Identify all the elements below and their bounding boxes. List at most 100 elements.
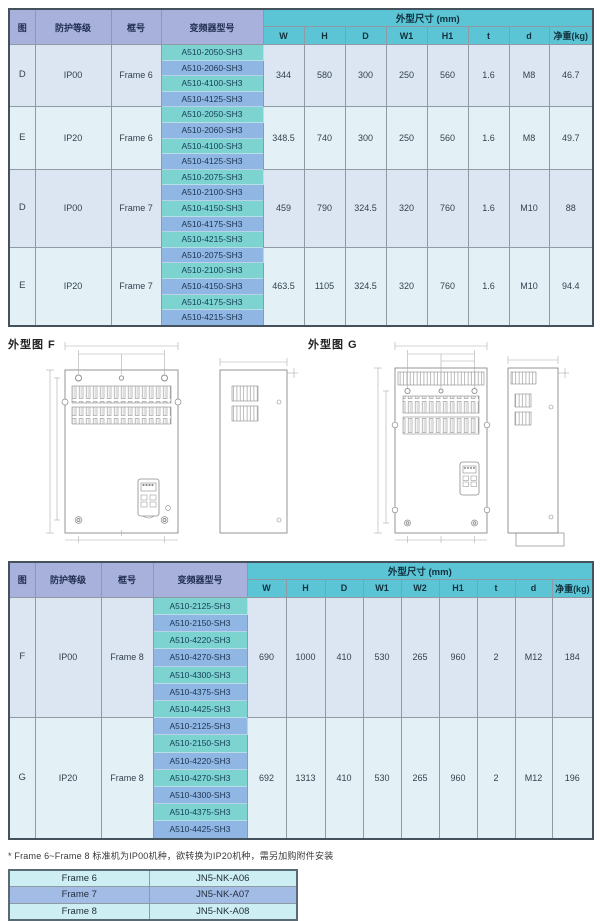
- accessory-part-number-cell: JN5-NK-A06: [148, 869, 298, 888]
- model-cell: A510-2125-SH3: [152, 596, 248, 615]
- column-header: 框号: [110, 8, 162, 45]
- dimension-value-cell: 580: [303, 43, 346, 108]
- figure-cell: E: [8, 246, 36, 327]
- model-cell: A510-2050-SH3: [160, 106, 264, 123]
- outline-drawings-section: 外型图 F 外型图 G: [8, 332, 592, 554]
- column-header: 防护等级: [34, 561, 102, 598]
- table-row: A510-4100-SH3: [9, 137, 593, 155]
- model-cell: A510-2075-SH3: [160, 168, 264, 186]
- figure-cell: F: [8, 596, 36, 719]
- table-row: A510-4215-SH3: [9, 309, 593, 327]
- dimension-value-cell: 560: [426, 106, 469, 170]
- table-row: A510-2100-SH3: [9, 262, 593, 279]
- dimension-value-cell: 1.6: [467, 106, 510, 170]
- model-cell: A510-4175-SH3: [160, 215, 264, 233]
- dimensions-header: 外型尺寸 (mm): [262, 8, 594, 27]
- protection-rating-cell: IP20: [34, 717, 102, 840]
- model-cell: A510-4125-SH3: [160, 153, 264, 170]
- frame-number-cell: Frame 7: [110, 168, 162, 248]
- accessory-row: Frame 7 JN5-NK-A07: [8, 886, 298, 904]
- dimension-value-cell: 320: [385, 246, 428, 327]
- footnote: * Frame 6~Frame 8 标准机为IP00机种，欲转换为IP20机种，…: [8, 850, 334, 861]
- protection-rating-cell: IP20: [34, 246, 112, 327]
- protection-rating-cell: IP20: [34, 106, 112, 170]
- dimension-value-cell: 324.5: [344, 168, 387, 248]
- dimension-column-header: W1: [362, 578, 402, 598]
- table-row: A510-4425-SH3: [9, 820, 593, 840]
- table-row: D IP00 Frame 7 A510-2075-SH3 459 790 324.5 320 7…: [8, 168, 594, 248]
- dimension-value-cell: 760: [426, 246, 469, 327]
- model-cell: A510-4425-SH3: [152, 820, 248, 840]
- model-cell: A510-4300-SH3: [152, 785, 248, 805]
- model-cell: A510-4100-SH3: [160, 75, 264, 92]
- model-cell: A510-2150-SH3: [152, 734, 248, 753]
- dimension-value-cell: 250: [385, 106, 428, 170]
- dimension-value-cell: 1000: [285, 596, 326, 719]
- outline-drawings-figure: [46, 341, 569, 547]
- model-cell: A510-4375-SH3: [152, 682, 248, 701]
- table-row: A510-4220-SH3: [9, 751, 593, 770]
- dimension-value-cell: 184: [551, 596, 594, 719]
- dimension-column-header: t: [476, 578, 516, 598]
- model-cell: A510-2100-SH3: [160, 262, 264, 279]
- figure-g-keypad: [459, 461, 480, 496]
- dimension-value-cell: 1105: [303, 246, 346, 327]
- dimension-value-cell: 1.6: [467, 246, 510, 327]
- model-cell: A510-4300-SH3: [152, 665, 248, 684]
- table-row: A510-4270-SH3: [9, 648, 593, 667]
- dimension-value-cell: 740: [303, 106, 346, 170]
- dimension-value-cell: 300: [344, 106, 387, 170]
- model-cell: A510-2150-SH3: [152, 613, 248, 633]
- dimension-value-cell: 94.4: [548, 246, 594, 327]
- model-cell: A510-2060-SH3: [160, 121, 264, 139]
- table-row: A510-2150-SH3: [9, 734, 593, 753]
- dimension-value-cell: 344: [262, 43, 305, 108]
- dimension-value-cell: 2: [476, 717, 516, 840]
- table-row: A510-4300-SH3: [9, 785, 593, 805]
- dimension-column-header: d: [508, 26, 550, 45]
- frame-number-cell: Frame 6: [110, 43, 162, 108]
- table-row: A510-4175-SH3: [9, 215, 593, 233]
- model-cell: A510-4215-SH3: [160, 231, 264, 248]
- table-row: F IP00 Frame 8 A510-2125-SH3 690 1000 410 530 26…: [8, 596, 594, 719]
- accessory-part-number-cell: JN5-NK-A08: [148, 902, 298, 921]
- figure-g-dimension-lines: [374, 341, 488, 543]
- dimension-value-cell: 2: [476, 596, 516, 719]
- model-cell: A510-4175-SH3: [160, 293, 264, 311]
- table-row: G IP20 Frame 8 A510-2125-SH3 692 1313 410 530 26…: [8, 717, 594, 840]
- figure-cell: D: [8, 168, 36, 248]
- dimension-column-header: H: [303, 26, 346, 45]
- dimension-value-cell: 560: [426, 43, 469, 108]
- model-cell: A510-2050-SH3: [160, 44, 264, 61]
- accessory-frame-cell: Frame 7: [8, 886, 150, 904]
- model-cell: A510-4220-SH3: [152, 751, 248, 770]
- accessory-row: Frame 6 JN5-NK-A06: [8, 869, 298, 888]
- table-row: A510-2150-SH3: [9, 613, 593, 633]
- table-row: A510-4125-SH3: [9, 153, 593, 170]
- dimension-column-header: H1: [426, 26, 469, 45]
- dimension-value-cell: 530: [362, 596, 402, 719]
- dimension-value-cell: 463.5: [262, 246, 305, 327]
- dimension-value-cell: 530: [362, 717, 402, 840]
- dimension-value-cell: 265: [400, 596, 440, 719]
- dimension-column-header: W: [262, 26, 305, 45]
- table-row: A510-4375-SH3: [9, 803, 593, 822]
- dimensions-table-frame8: 图防护等级 框号 变频器型号 外型尺寸 (mm) W H D W1 W2 H1 t d 净重(kg) F I…: [8, 560, 595, 840]
- model-cell: A510-4270-SH3: [152, 648, 248, 667]
- column-header: 防护等级: [34, 8, 112, 45]
- model-cell: A510-4150-SH3: [160, 199, 264, 217]
- dimension-value-cell: 1.6: [467, 43, 510, 108]
- figure-f-keypad: [137, 478, 160, 518]
- frame-number-cell: Frame 7: [110, 246, 162, 327]
- column-header: 图: [8, 8, 36, 45]
- model-cell: A510-4125-SH3: [160, 90, 264, 108]
- dimension-value-cell: M8: [508, 106, 550, 170]
- table-row: A510-4270-SH3: [9, 768, 593, 787]
- dimension-value-cell: 960: [438, 596, 478, 719]
- column-header: 变频器型号: [152, 561, 248, 598]
- dimension-column-header: d: [514, 578, 553, 598]
- dimension-value-cell: 250: [385, 43, 428, 108]
- column-header: 图: [8, 561, 36, 598]
- table-row: A510-4100-SH3: [9, 75, 593, 92]
- dimension-value-cell: 49.7: [548, 106, 594, 170]
